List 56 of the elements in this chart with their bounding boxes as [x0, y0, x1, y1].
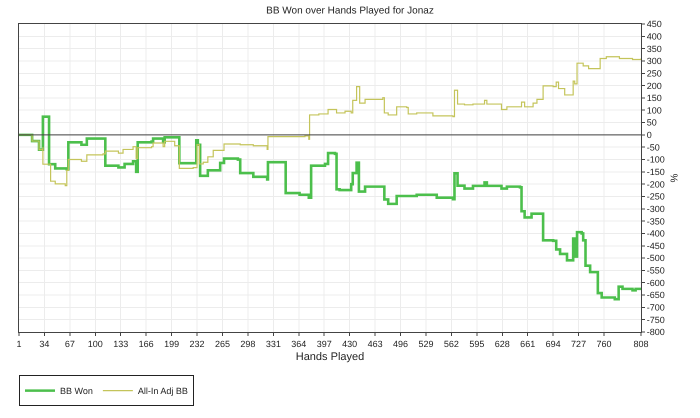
y-tick-label: -750	[646, 314, 665, 325]
y-tick-label: -50	[646, 142, 660, 152]
y-tick-label: 100	[646, 105, 662, 116]
y-tick-label: -450	[646, 240, 665, 251]
y-tick-label: 150	[646, 93, 662, 104]
y-tick-label: 450	[646, 19, 662, 30]
y-tick-label: 400	[646, 31, 662, 42]
x-tick-label: 364	[291, 338, 306, 349]
x-tick-label: 232	[190, 338, 205, 349]
y-tick-label: 50	[646, 118, 657, 128]
x-tick-label: 496	[393, 338, 408, 349]
x-tick-label: 166	[138, 338, 154, 349]
y-tick-label: -200	[646, 179, 665, 190]
legend-label: BB Won	[60, 386, 93, 396]
x-tick-label: 34	[39, 338, 50, 349]
x-tick-label: 661	[520, 338, 536, 349]
x-axis-title: Hands Played	[296, 351, 364, 363]
y-tick-label: -150	[646, 166, 665, 177]
y-tick-label: -650	[646, 290, 665, 300]
x-tick-label: 133	[113, 338, 128, 349]
x-tick-label: 67	[64, 338, 75, 349]
y-tick-label: -400	[646, 228, 665, 239]
x-tick-label: 727	[571, 338, 586, 349]
y-axis-title: %	[669, 173, 680, 182]
y-tick-label: -250	[646, 192, 665, 202]
y-tick-label: 300	[646, 56, 662, 66]
x-tick-label: 463	[368, 338, 383, 349]
y-tick-label: -500	[646, 253, 665, 264]
x-tick-label: 562	[444, 338, 459, 349]
legend-label: All-In Adj BB	[138, 386, 188, 396]
x-tick-label: 298	[240, 338, 256, 349]
y-tick-label: 350	[646, 44, 662, 54]
x-tick-label: 265	[214, 338, 230, 349]
x-tick-label: 760	[596, 338, 612, 349]
y-tick-label: -800	[646, 327, 665, 338]
x-tick-label: 1	[16, 338, 22, 349]
x-tick-label: 595	[469, 338, 484, 349]
y-tick-label: 250	[646, 68, 662, 78]
x-tick-label: 430	[342, 338, 358, 349]
x-tick-label: 331	[266, 338, 281, 349]
y-tick-label: -600	[646, 278, 665, 288]
x-tick-label: 199	[164, 338, 180, 349]
x-tick-label: 808	[633, 338, 649, 349]
y-tick-label: -550	[646, 266, 665, 276]
x-tick-label: 628	[494, 338, 510, 349]
y-tick-label: -100	[646, 154, 665, 165]
x-tick-label: 529	[418, 338, 434, 349]
x-tick-label: 397	[316, 338, 332, 349]
y-tick-label: -350	[646, 216, 665, 226]
y-tick-label: -700	[646, 302, 665, 313]
x-tick-label: 694	[546, 338, 561, 349]
y-tick-label: -300	[646, 204, 665, 214]
y-tick-label: 200	[646, 80, 662, 91]
chart-title: BB Won over Hands Played for Jonaz	[266, 5, 434, 16]
y-tick-label: 0	[646, 130, 652, 140]
x-tick-label: 100	[88, 338, 103, 349]
